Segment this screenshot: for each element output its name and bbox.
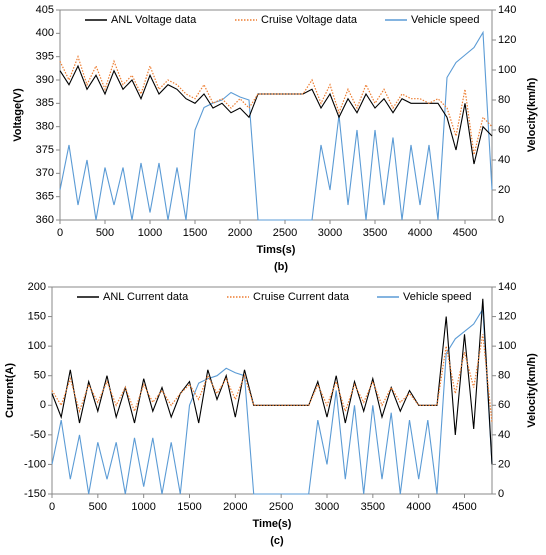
caption: (b) <box>274 261 288 273</box>
x-tick-label: 2000 <box>228 227 252 239</box>
y-tick-label: -100 <box>24 458 46 470</box>
x-tick-label: 2500 <box>273 227 297 239</box>
y-tick-label: 200 <box>28 281 46 293</box>
x-tick-label: 1000 <box>138 227 162 239</box>
y2-axis-label: Velocity(km/h) <box>526 77 538 152</box>
series-line <box>59 64 493 165</box>
y-tick-label: 405 <box>36 4 54 16</box>
legend-label: Cruise Current data <box>253 291 350 303</box>
y2-tick-label: 80 <box>498 94 510 106</box>
y-tick-label: 400 <box>36 27 54 39</box>
x-tick-label: 4000 <box>406 501 430 513</box>
y-tick-label: -150 <box>24 488 46 500</box>
y-tick-label: 0 <box>40 399 46 411</box>
x-tick-label: 2000 <box>223 501 247 513</box>
y2-tick-label: 20 <box>498 184 510 196</box>
legend-label: Cruise Voltage data <box>261 14 358 26</box>
y2-tick-label: 120 <box>498 34 516 46</box>
y-tick-label: 370 <box>36 167 54 179</box>
y2-tick-label: 100 <box>498 340 516 352</box>
y-tick-label: 375 <box>36 144 54 156</box>
x-tick-label: 500 <box>89 501 107 513</box>
y2-tick-label: 60 <box>498 124 510 136</box>
y-tick-label: -50 <box>30 429 46 441</box>
y2-tick-label: 40 <box>498 154 510 166</box>
y2-tick-label: 20 <box>498 458 510 470</box>
x-tick-label: 3500 <box>361 501 385 513</box>
y-tick-label: 390 <box>36 74 54 86</box>
y-axis-label: Voltage(V) <box>12 88 24 142</box>
legend-label: ANL Voltage data <box>111 14 197 26</box>
x-tick-label: 1000 <box>131 501 155 513</box>
x-axis-label: Time(s) <box>253 518 292 530</box>
series-line <box>51 334 493 424</box>
y-tick-label: 100 <box>28 340 46 352</box>
y2-tick-label: 140 <box>498 281 516 293</box>
y-tick-label: 395 <box>36 51 54 63</box>
y-tick-label: 385 <box>36 97 54 109</box>
y2-tick-label: 0 <box>498 214 504 226</box>
y-tick-label: 150 <box>28 310 46 322</box>
y2-tick-label: 40 <box>498 429 510 441</box>
x-tick-label: 3000 <box>318 227 342 239</box>
x-tick-label: 3000 <box>315 501 339 513</box>
y2-tick-label: 100 <box>498 64 516 76</box>
series-line <box>51 307 493 495</box>
plot-area <box>59 9 493 221</box>
x-tick-label: 4000 <box>408 227 432 239</box>
x-tick-label: 500 <box>96 227 114 239</box>
caption: (c) <box>270 535 284 547</box>
x-tick-label: 4500 <box>452 501 476 513</box>
x-tick-label: 1500 <box>177 501 201 513</box>
x-tick-label: 0 <box>49 501 55 513</box>
legend-label: Vehicle speed <box>411 14 480 26</box>
x-tick-label: 4500 <box>453 227 477 239</box>
y-tick-label: 380 <box>36 121 54 133</box>
x-tick-label: 2500 <box>269 501 293 513</box>
y2-tick-label: 120 <box>498 310 516 322</box>
x-axis-label: Tims(s) <box>257 244 296 256</box>
y-tick-label: 365 <box>36 191 54 203</box>
y-axis-label: Current(A) <box>4 363 16 418</box>
x-tick-label: 1500 <box>183 227 207 239</box>
y2-axis-label: Velocity(km/h) <box>526 353 538 428</box>
y-tick-label: 50 <box>34 370 46 382</box>
y2-tick-label: 60 <box>498 399 510 411</box>
y-tick-label: 360 <box>36 214 54 226</box>
plot-area <box>51 286 493 495</box>
legend-label: Vehicle speed <box>403 291 472 303</box>
y2-tick-label: 0 <box>498 488 504 500</box>
y2-tick-label: 140 <box>498 4 516 16</box>
x-tick-label: 0 <box>57 227 63 239</box>
x-tick-label: 3500 <box>363 227 387 239</box>
legend-label: ANL Current data <box>103 291 189 303</box>
y2-tick-label: 80 <box>498 370 510 382</box>
series-line <box>59 30 493 221</box>
